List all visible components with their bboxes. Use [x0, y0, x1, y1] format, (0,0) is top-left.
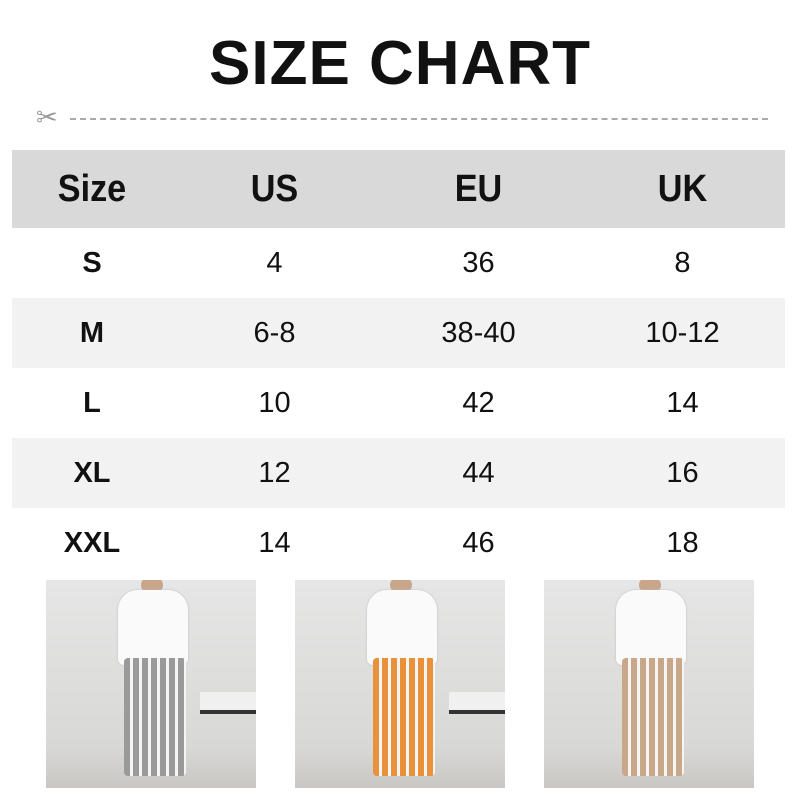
table-row: L 10 42 14	[12, 368, 785, 438]
cell-uk: 16	[666, 456, 699, 489]
table-row: M 6-8 38-40 10-12	[12, 298, 785, 368]
cell-uk: 14	[666, 386, 699, 419]
white-shirt	[118, 590, 188, 665]
header-uk: UK	[657, 167, 708, 210]
cell-size: XXL	[63, 526, 121, 559]
side-table	[200, 692, 256, 714]
white-shirt	[616, 590, 686, 665]
header-size: Size	[57, 167, 127, 210]
product-photo-tan	[544, 580, 754, 788]
scissors-icon: ✂	[36, 102, 58, 132]
side-table	[449, 692, 505, 714]
cell-uk: 8	[674, 246, 691, 279]
cell-eu: 36	[462, 246, 495, 279]
header-eu: EU	[454, 167, 503, 210]
cell-size: S	[82, 246, 102, 279]
cell-eu: 38-40	[441, 316, 516, 349]
cell-uk: 10-12	[645, 316, 720, 349]
product-photo-orange	[295, 580, 505, 788]
size-table: Size US EU UK S 4 36 8 M 6-8 38-40 10-12…	[12, 150, 785, 578]
table-row: S 4 36 8	[12, 228, 785, 298]
pants	[124, 658, 186, 776]
table-row: XXL 14 46 18	[12, 508, 785, 578]
table-row: XL 12 44 16	[12, 438, 785, 508]
cell-uk: 18	[666, 526, 699, 559]
cell-us: 10	[258, 386, 291, 419]
cell-eu: 42	[462, 386, 495, 419]
table-header: Size US EU UK	[12, 150, 785, 228]
cell-us: 6-8	[253, 316, 296, 349]
cell-us: 14	[258, 526, 291, 559]
cell-eu: 46	[462, 526, 495, 559]
cell-eu: 44	[462, 456, 495, 489]
product-photo-gray	[46, 580, 256, 788]
cell-size: L	[83, 386, 101, 419]
dashed-divider	[70, 118, 768, 120]
cell-us: 4	[266, 246, 283, 279]
cut-line: ✂	[36, 102, 768, 132]
cell-size: M	[79, 316, 105, 349]
white-shirt	[367, 590, 437, 665]
pants	[373, 658, 435, 776]
cell-us: 12	[258, 456, 291, 489]
header-us: US	[250, 167, 299, 210]
cell-size: XL	[73, 456, 111, 489]
page-title: SIZE CHART	[209, 29, 591, 98]
pants	[622, 658, 684, 776]
